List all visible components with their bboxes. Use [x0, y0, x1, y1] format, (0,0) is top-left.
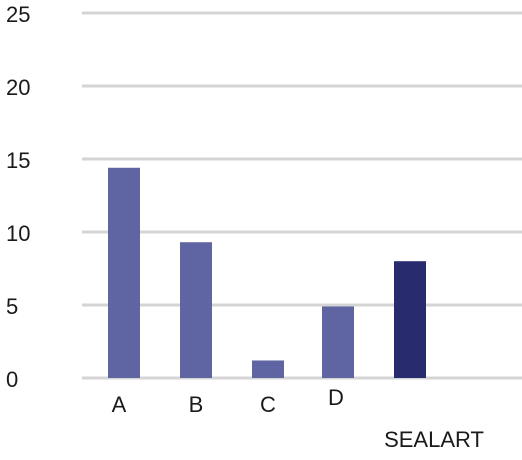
bar-a [108, 167, 140, 378]
x-tick-label-sealart: SEALART [384, 427, 484, 452]
y-tick-label-10: 10 [6, 221, 30, 246]
y-tick-label-15: 15 [6, 148, 30, 173]
bar-b [180, 242, 212, 378]
bar-sealart [394, 261, 426, 378]
x-tick-label-d: D [328, 385, 344, 410]
x-tick-label-a: A [112, 392, 127, 417]
y-tick-label-20: 20 [6, 75, 30, 100]
x-tick-label-c: C [260, 392, 276, 417]
y-tick-label-0: 0 [6, 367, 18, 392]
bar-d [322, 306, 354, 378]
y-axis-tick-labels: 0 5 10 15 20 25 [6, 2, 30, 392]
bars [108, 167, 426, 378]
bar-c [252, 360, 284, 378]
x-axis-tick-labels: A B C D SEALART [112, 385, 484, 452]
gridlines [82, 11, 522, 380]
y-tick-label-25: 25 [6, 2, 30, 27]
y-tick-label-5: 5 [6, 294, 18, 319]
x-tick-label-b: B [189, 392, 204, 417]
